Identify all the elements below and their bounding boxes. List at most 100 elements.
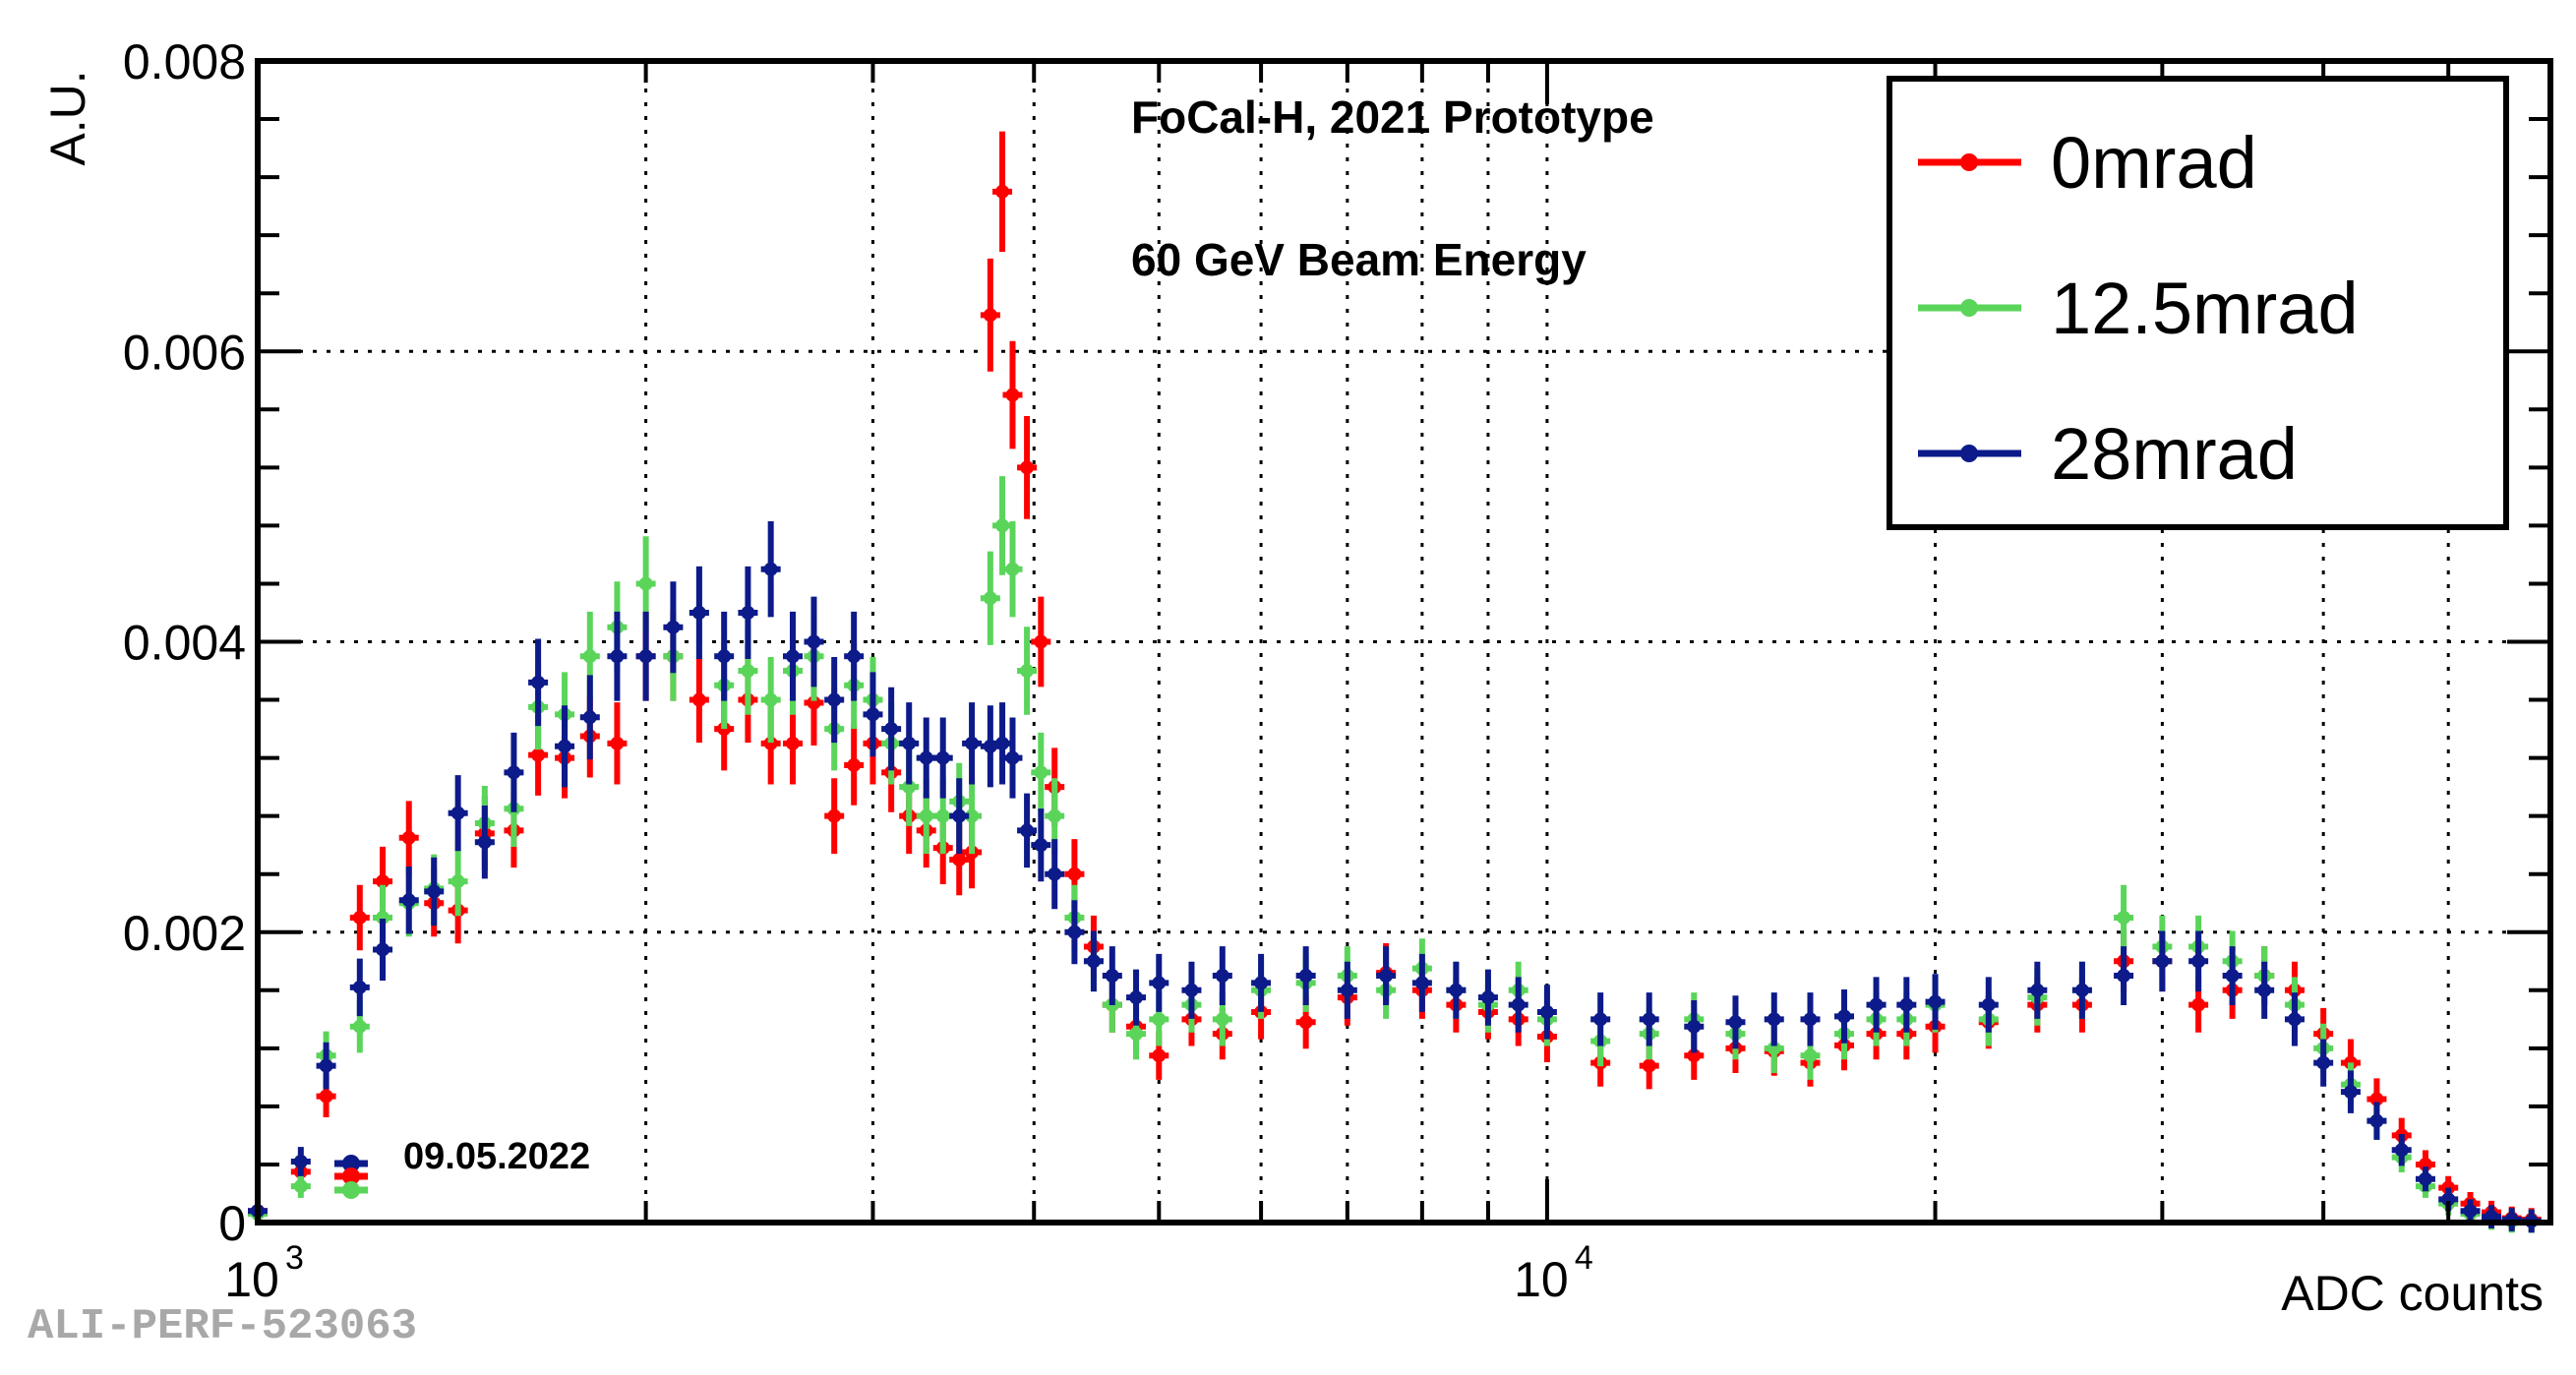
data-point bbox=[558, 739, 572, 753]
data-point bbox=[1837, 1009, 1852, 1024]
legend-label-12.5mrad: 12.5mrad bbox=[2051, 268, 2359, 349]
data-point bbox=[1642, 1012, 1656, 1027]
data-point bbox=[1539, 1004, 1554, 1019]
data-point bbox=[2369, 1113, 2384, 1128]
data-point bbox=[531, 675, 546, 689]
data-point bbox=[1215, 1012, 1229, 1027]
data-point bbox=[919, 808, 933, 823]
x-tick-label: 10 bbox=[1514, 1252, 1569, 1307]
y-tick-label: 0.008 bbox=[123, 34, 246, 90]
legend-marker-28mrad bbox=[1960, 445, 1978, 462]
data-point bbox=[1414, 976, 1429, 990]
data-point bbox=[1687, 1048, 1702, 1063]
data-point bbox=[1152, 1048, 1167, 1063]
data-point bbox=[691, 605, 706, 620]
data-point bbox=[376, 910, 390, 925]
data-layer bbox=[248, 131, 2542, 1233]
data-point bbox=[1254, 976, 1269, 990]
data-point bbox=[1129, 990, 1144, 1005]
data-point bbox=[2191, 997, 2206, 1012]
x-tick-label-exponent: 4 bbox=[1575, 1239, 1593, 1277]
data-point bbox=[2225, 969, 2240, 984]
data-point bbox=[1869, 997, 1884, 1012]
data-point bbox=[352, 1019, 367, 1034]
data-point bbox=[2343, 1085, 2358, 1100]
data-point bbox=[610, 736, 625, 750]
legend-label-28mrad: 28mrad bbox=[2051, 413, 2298, 495]
data-point bbox=[995, 184, 1010, 199]
data-point bbox=[1005, 750, 1020, 765]
data-point bbox=[1480, 990, 1495, 1005]
watermark: ALI-PERF-523063 bbox=[28, 1302, 417, 1351]
x-tick-label: 10 bbox=[224, 1252, 279, 1307]
data-point bbox=[1728, 1015, 1743, 1030]
data-point bbox=[902, 780, 917, 795]
data-point bbox=[847, 757, 862, 772]
data-point bbox=[1593, 1012, 1608, 1027]
plot-frame bbox=[255, 58, 2553, 1226]
data-point bbox=[531, 747, 546, 762]
data-point bbox=[827, 692, 842, 707]
data-point bbox=[2316, 1055, 2331, 1070]
data-point bbox=[952, 852, 967, 867]
data-point bbox=[319, 1089, 333, 1104]
data-point bbox=[2418, 1171, 2432, 1186]
data-point bbox=[965, 808, 980, 823]
y-tick-label: 0.004 bbox=[123, 616, 246, 671]
legend-label-0mrad: 0mrad bbox=[2051, 122, 2257, 204]
data-point bbox=[450, 806, 465, 820]
data-point bbox=[1981, 997, 1996, 1012]
data-point bbox=[1067, 867, 1082, 881]
data-point bbox=[2074, 983, 2089, 997]
data-point bbox=[983, 591, 997, 606]
data-point bbox=[763, 736, 778, 750]
data-point bbox=[610, 649, 625, 664]
data-point bbox=[293, 1179, 308, 1194]
data-point bbox=[1105, 969, 1119, 984]
data-point bbox=[785, 649, 800, 664]
data-point bbox=[2117, 969, 2131, 984]
x-axis-title: ADC counts bbox=[2281, 1266, 2544, 1321]
data-point bbox=[995, 736, 1010, 750]
data-point bbox=[1034, 765, 1048, 780]
data-point bbox=[919, 750, 933, 765]
data-point bbox=[376, 874, 390, 889]
data-point bbox=[1152, 976, 1167, 990]
y-tick-label: 0.002 bbox=[123, 906, 246, 961]
data-point bbox=[1067, 925, 1082, 939]
legend-marker-0mrad bbox=[1960, 153, 1978, 171]
data-point bbox=[352, 910, 367, 925]
y-tick-label: 0 bbox=[218, 1196, 246, 1251]
data-point bbox=[1215, 969, 1229, 984]
data-point bbox=[2191, 954, 2206, 969]
data-point bbox=[582, 710, 597, 725]
data-point bbox=[1511, 997, 1526, 1012]
data-point bbox=[952, 808, 967, 823]
data-point bbox=[935, 808, 950, 823]
data-point bbox=[1298, 969, 1313, 984]
data-point bbox=[1020, 460, 1035, 475]
data-point bbox=[1048, 867, 1062, 881]
data-point bbox=[1152, 1012, 1167, 1027]
data-point bbox=[1449, 983, 1464, 997]
data-point bbox=[785, 736, 800, 750]
data-point bbox=[965, 736, 980, 750]
data-point bbox=[1005, 562, 1020, 576]
data-point bbox=[293, 1154, 308, 1168]
data-point bbox=[1184, 983, 1199, 997]
data-point bbox=[638, 576, 653, 591]
data-point bbox=[1803, 1048, 1818, 1063]
data-point bbox=[741, 664, 755, 679]
data-point bbox=[807, 695, 821, 710]
data-point bbox=[2287, 1012, 2302, 1027]
data-point bbox=[807, 634, 821, 649]
data-point bbox=[1767, 1012, 1781, 1027]
legend-marker-12.5mrad bbox=[1960, 299, 1978, 317]
data-point bbox=[582, 649, 597, 664]
data-point bbox=[1048, 808, 1062, 823]
data-point bbox=[450, 874, 465, 889]
data-point bbox=[741, 605, 755, 620]
data-point bbox=[691, 692, 706, 707]
data-point bbox=[1379, 969, 1394, 984]
y-tick-label: 0.006 bbox=[123, 325, 246, 380]
